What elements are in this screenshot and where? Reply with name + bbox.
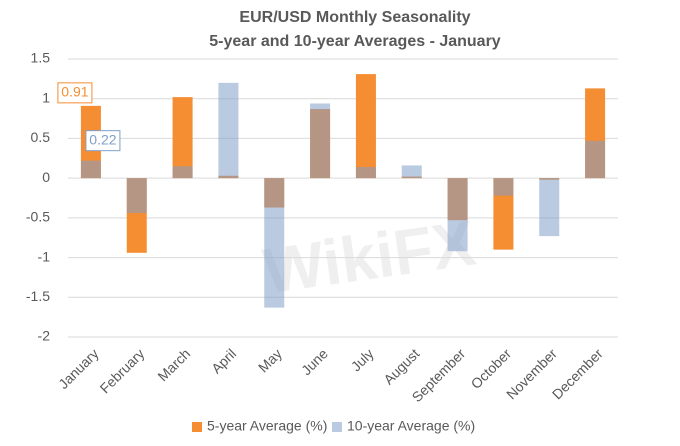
y-tick-label: -2 (38, 328, 51, 344)
x-tick-label: March (154, 345, 193, 384)
bar (355, 74, 376, 179)
watermark: WikiFX (259, 206, 480, 307)
data-label-box (57, 82, 93, 104)
legend-swatch (332, 422, 342, 432)
chart-title: EUR/USD Monthly Seasonality (239, 9, 470, 26)
bar (401, 165, 422, 179)
x-tick-label: August (380, 345, 422, 387)
y-tick-label: 0 (42, 169, 50, 185)
bar (447, 178, 468, 252)
y-tick-label: -1.5 (26, 288, 50, 304)
bar (126, 178, 147, 214)
data-label-box (85, 130, 121, 152)
x-tick-label: October (468, 345, 515, 392)
y-tick-label: 1 (42, 89, 50, 105)
x-tick-label: February (97, 345, 148, 396)
data-label: 0.22 (89, 131, 116, 147)
bar (264, 178, 285, 308)
legend-label: 10-year Average (%) (347, 418, 475, 434)
bar (585, 140, 606, 179)
bar (172, 97, 193, 179)
bar (493, 178, 514, 196)
y-tick-label: -0.5 (26, 209, 50, 225)
chart-subtitle: 5-year and 10-year Averages - January (209, 33, 501, 50)
x-tick-label: May (255, 345, 285, 375)
bar (218, 82, 239, 179)
bar (80, 160, 101, 179)
x-tick-label: January (55, 345, 102, 392)
bar (310, 103, 331, 179)
y-tick-label: 1.5 (31, 50, 51, 66)
y-tick-label: 0.5 (31, 129, 51, 145)
bar (493, 178, 514, 250)
bar (355, 167, 376, 179)
bar (539, 178, 560, 237)
x-tick-label: December (549, 345, 606, 402)
x-tick-label: July (348, 345, 377, 374)
bar (172, 166, 193, 179)
y-tick-label: -1 (38, 248, 51, 264)
x-tick-label: June (298, 345, 331, 378)
legend-swatch (192, 422, 202, 432)
legend-label: 5-year Average (%) (207, 418, 327, 434)
data-label: 0.91 (61, 84, 88, 100)
x-tick-label: April (208, 345, 239, 376)
